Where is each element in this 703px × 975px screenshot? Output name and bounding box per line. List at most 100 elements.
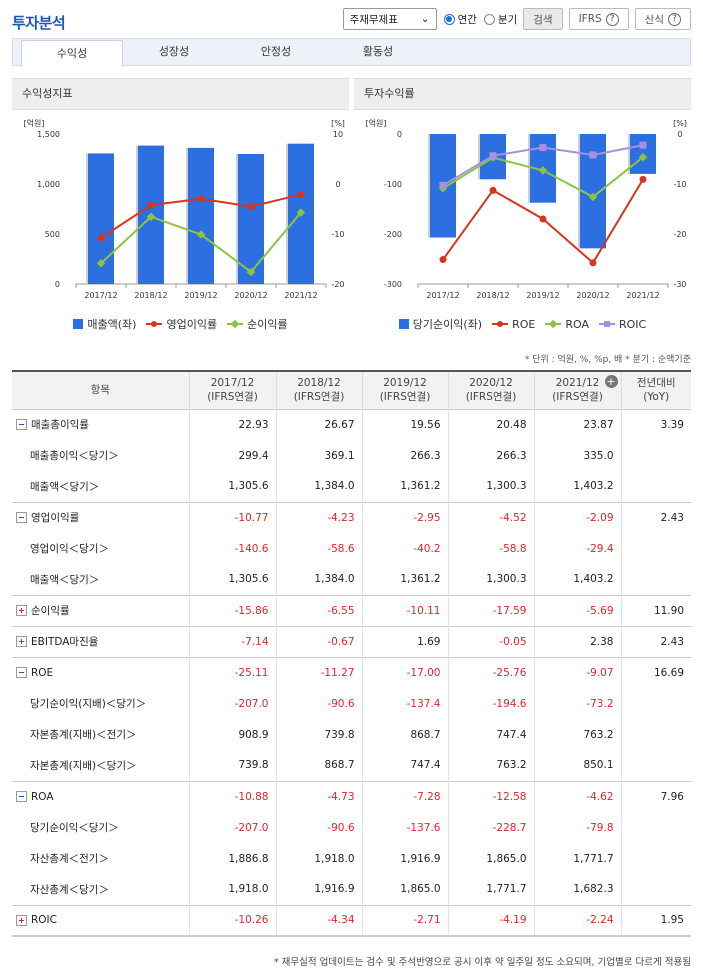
row-label-cell[interactable]: EBITDA마진율 (12, 625, 189, 657)
collapse-icon[interactable] (16, 791, 27, 803)
value-cell: 1,403.2 (533, 564, 621, 595)
legend-item[interactable]: ROA (545, 316, 589, 332)
value-cell: 1,918.0 (275, 843, 362, 874)
value-cell: -10.77 (188, 501, 276, 533)
y-axis-unit-label: [억원] (366, 118, 387, 128)
add-column-icon[interactable]: + (604, 375, 618, 388)
value-cell: 1,886.8 (188, 843, 276, 874)
column-header-sublabel: (IFRS연결) (552, 391, 603, 404)
value-cell: -10.11 (361, 594, 448, 626)
row-label-text: 매출총이익률 (31, 419, 89, 432)
row-label-text: 자산총계＜전기＞ (30, 853, 109, 865)
value-cell: 1.69 (361, 625, 448, 657)
column-header-label: 2017/12 (210, 377, 255, 390)
table-row: 당기순이익＜당기＞ -207.0 -90.6 -137.6 -228.7 -79.8 (12, 812, 691, 843)
value-cell: 2.43 (620, 501, 691, 533)
x-tick-label: 2021/12 (626, 291, 659, 300)
tab-growth[interactable]: 성장성 (158, 45, 190, 58)
page-title: 투자분석 (12, 14, 66, 32)
legend-item[interactable]: ROIC (598, 316, 646, 332)
value-cell: 22.93 (188, 408, 276, 440)
row-label-cell[interactable]: 매출총이익률 (12, 408, 189, 440)
row-label: 자본총계(지배)＜전기＞ (16, 727, 189, 742)
series-point (589, 151, 597, 159)
table-row: 매출총이익률 22.93 26.67 19.56 20.48 23.87 3.39 (12, 408, 691, 440)
row-label-cell[interactable]: 순이익률 (12, 594, 189, 626)
value-cell: -29.4 (533, 533, 621, 564)
value-cell: 1,918.0 (188, 874, 276, 905)
value-cell: 335.0 (533, 440, 621, 471)
table-row: 매출액＜당기＞ 1,305.6 1,384.0 1,361.2 1,300.3 1,403… (12, 564, 691, 595)
collapse-icon[interactable] (16, 419, 27, 431)
value-cell: -5.69 (533, 594, 621, 626)
y-tick-label: -20 (673, 230, 686, 239)
collapse-icon[interactable] (16, 667, 27, 679)
radio-quarter[interactable]: 분기 (483, 12, 517, 27)
x-tick-label: 2018/12 (476, 291, 509, 300)
table-row: 매출총이익＜당기＞ 299.4 369.1 266.3 266.3 335.0 (12, 440, 691, 471)
statement-type-select[interactable]: 주재무제표 ⌄ (342, 8, 437, 30)
ifrs-label: IFRS (578, 13, 602, 25)
y-tick-label: 500 (45, 230, 60, 239)
formula-help-button[interactable]: 산식 ? (634, 8, 691, 30)
column-header: 2018/12 (IFRS연결) (275, 371, 362, 409)
row-label: 매출총이익률 (16, 417, 189, 432)
ifrs-help-button[interactable]: IFRS ? (568, 8, 629, 30)
value-cell: -207.0 (188, 688, 276, 719)
circle-marker-icon (492, 319, 509, 329)
tab-stability[interactable]: 안정성 (260, 45, 292, 58)
y-tick-label: 1,000 (37, 180, 60, 189)
row-label-cell: 매출액＜당기＞ (12, 564, 189, 595)
table-row: ROA -10.88 -4.73 -7.28 -12.58 -4.62 7.96 (12, 780, 691, 812)
tab-activity[interactable]: 활동성 (362, 45, 394, 58)
table-row: 순이익률 -15.86 -6.55 -10.11 -17.59 -5.69 11.90 (12, 594, 691, 626)
value-cell: 1,865.0 (447, 843, 534, 874)
collapse-icon[interactable] (16, 512, 27, 524)
row-label-cell: 매출액＜당기＞ (12, 471, 189, 502)
value-cell: 1,916.9 (275, 874, 362, 905)
legend-item[interactable]: 순이익률 (227, 316, 288, 332)
value-cell: -90.6 (275, 688, 362, 719)
row-label-text: 매출액＜당기＞ (30, 480, 100, 493)
value-cell (620, 564, 691, 595)
y-tick-label: 0 (677, 130, 682, 139)
column-header-sublabel: (IFRS연결) (293, 391, 345, 404)
value-cell: -4.73 (275, 780, 362, 812)
expand-icon[interactable] (16, 914, 27, 926)
expand-icon[interactable] (16, 636, 27, 647)
row-label-text: 영업이익＜당기＞ (30, 543, 109, 555)
value-cell: 747.4 (447, 719, 534, 750)
bar-swatch-icon (73, 319, 84, 329)
legend-item[interactable]: 당기순이익(좌) (398, 316, 482, 332)
value-cell: -25.11 (188, 656, 276, 688)
radio-annual[interactable]: 연간 (443, 12, 477, 27)
legend-item[interactable]: 매출액(좌) (73, 316, 136, 332)
legend-item[interactable]: 영업이익률 (146, 316, 217, 332)
x-tick-label: 2020/12 (576, 291, 609, 300)
chart-legend: 당기순이익(좌) ROE ROA ROIC (354, 316, 691, 332)
search-button[interactable]: 검색 (523, 8, 563, 30)
expand-icon[interactable] (16, 605, 27, 616)
value-cell (620, 440, 691, 471)
tab-profitability[interactable]: 수익성 (21, 40, 123, 67)
value-cell: -90.6 (275, 812, 362, 843)
value-cell: -17.00 (361, 656, 448, 688)
value-cell: -2.95 (361, 501, 448, 533)
legend-item[interactable]: ROE (492, 316, 535, 332)
value-cell: -9.07 (533, 656, 621, 688)
y-tick-label: -20 (331, 280, 344, 289)
value-cell: 1.95 (620, 904, 691, 937)
legend-label: ROA (565, 317, 589, 331)
row-label: 당기순이익＜당기＞ (16, 820, 189, 835)
row-label-cell[interactable]: ROE (12, 656, 189, 688)
question-icon: ? (668, 12, 681, 26)
column-header-label: 2021/12 (555, 377, 600, 390)
row-label-cell[interactable]: ROA (12, 780, 189, 812)
row-label-cell[interactable]: 영업이익률 (12, 501, 189, 533)
value-cell: 16.69 (620, 656, 691, 688)
row-label-cell[interactable]: ROIC (12, 904, 189, 937)
legend-label: 순이익률 (247, 318, 288, 331)
row-label: ROA (16, 791, 189, 803)
value-cell: 1,305.6 (188, 564, 276, 595)
row-label: 자산총계＜전기＞ (16, 851, 189, 866)
